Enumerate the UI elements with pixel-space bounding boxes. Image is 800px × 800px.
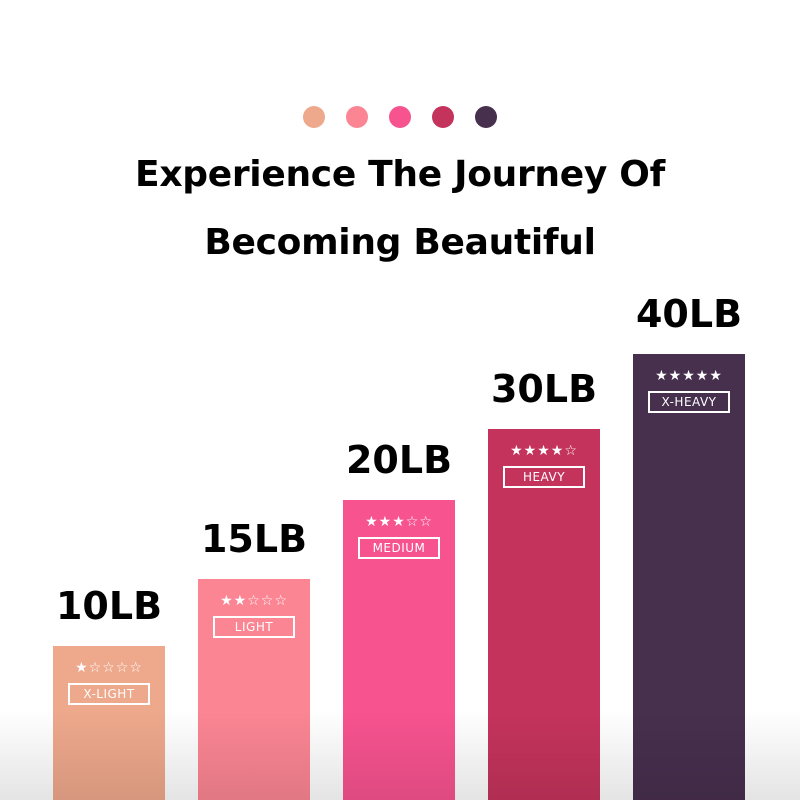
bar-10lb: ★☆☆☆☆ X-LIGHT bbox=[53, 646, 165, 800]
value-label: 20LB bbox=[345, 438, 453, 482]
bar-15lb: ★★☆☆☆ LIGHT bbox=[198, 579, 310, 800]
title-line-1: Experience The Journey Of bbox=[135, 154, 665, 195]
bar-shade bbox=[198, 710, 310, 800]
level-tag: HEAVY bbox=[503, 466, 585, 488]
bar-20lb: ★★★☆☆ MEDIUM bbox=[343, 500, 455, 800]
color-dot bbox=[389, 106, 411, 128]
bar-40lb: ★★★★★ X-HEAVY bbox=[633, 354, 745, 800]
value-label: 30LB bbox=[490, 367, 598, 411]
star-rating: ★★★★☆ bbox=[510, 443, 578, 459]
color-dot bbox=[475, 106, 497, 128]
bar-shade bbox=[343, 710, 455, 800]
bar-30lb: ★★★★☆ HEAVY bbox=[488, 429, 600, 800]
star-rating: ★☆☆☆☆ bbox=[75, 660, 143, 676]
star-rating: ★★★★★ bbox=[655, 368, 723, 384]
level-tag: MEDIUM bbox=[358, 537, 440, 559]
level-tag: X-LIGHT bbox=[68, 683, 150, 705]
value-label: 10LB bbox=[55, 584, 163, 628]
color-dot bbox=[432, 106, 454, 128]
level-tag: X-HEAVY bbox=[648, 391, 730, 413]
value-label: 40LB bbox=[635, 292, 743, 336]
color-dots bbox=[0, 106, 800, 128]
color-dot bbox=[346, 106, 368, 128]
star-rating: ★★★☆☆ bbox=[365, 514, 433, 530]
bar-shade bbox=[53, 710, 165, 800]
color-dot bbox=[303, 106, 325, 128]
bar-shade bbox=[488, 710, 600, 800]
star-rating: ★★☆☆☆ bbox=[220, 593, 288, 609]
bar-shade bbox=[633, 710, 745, 800]
level-tag: LIGHT bbox=[213, 616, 295, 638]
title-line-2: Becoming Beautiful bbox=[204, 222, 596, 263]
value-label: 15LB bbox=[200, 517, 308, 561]
